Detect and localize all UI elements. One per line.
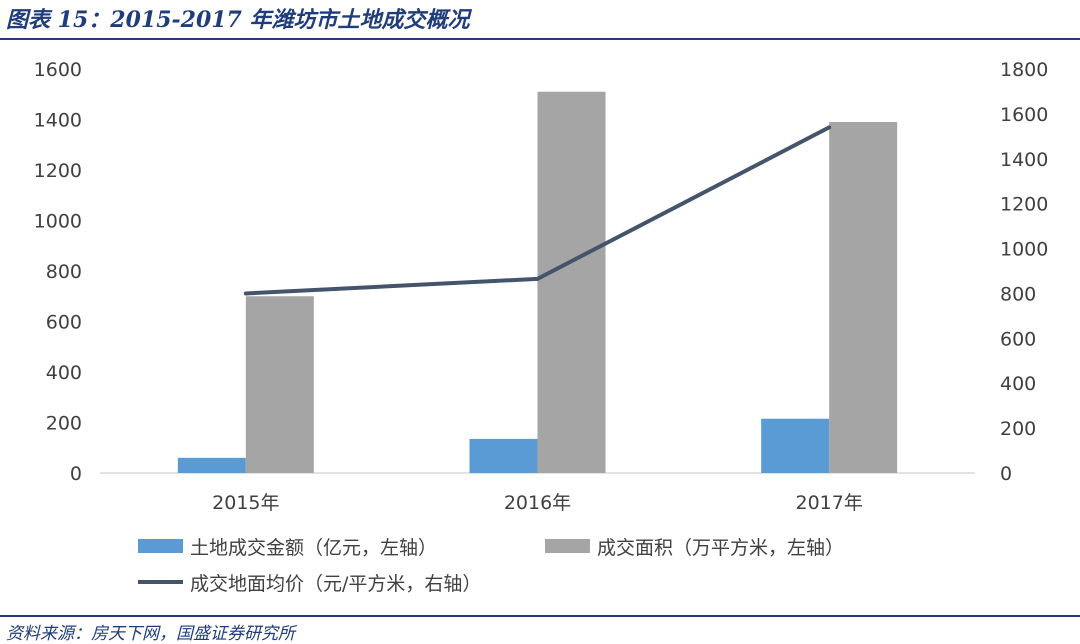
bar-transaction-area bbox=[245, 296, 314, 473]
y-left-tick-label: 1000 bbox=[34, 211, 82, 233]
y-right-tick-label: 400 bbox=[1000, 373, 1036, 395]
y-right-tick-label: 1400 bbox=[1000, 149, 1048, 171]
y-right-tick-label: 1000 bbox=[1000, 239, 1048, 261]
title-bar: 图表 15：2015-2017 年潍坊市土地成交概况 bbox=[0, 0, 1080, 40]
line-avg-price-point bbox=[827, 125, 832, 130]
title-divider bbox=[0, 38, 1080, 40]
y-right-tick-label: 200 bbox=[1000, 418, 1036, 440]
source-note: 资料来源：房天下网，国盛证券研究所 bbox=[6, 624, 295, 644]
bar-land-amount bbox=[469, 438, 538, 473]
y-left-tick-label: 200 bbox=[46, 413, 82, 435]
legend-label-avg-price: 成交地面均价（元/平方米，右轴） bbox=[190, 573, 481, 595]
y-right-tick-label: 1200 bbox=[1000, 194, 1048, 216]
bar-land-amount bbox=[177, 457, 246, 473]
legend-label-land-amount: 土地成交金额（亿元，左轴） bbox=[190, 537, 437, 559]
legend-swatch-land-amount bbox=[138, 539, 183, 553]
y-left-tick-label: 1200 bbox=[34, 160, 82, 182]
line-avg-price-point bbox=[535, 276, 540, 281]
y-left-tick-label: 1600 bbox=[34, 59, 82, 81]
bar-transaction-area bbox=[829, 122, 898, 474]
y-left-tick-label: 600 bbox=[46, 312, 82, 334]
y-left-tick-label: 1400 bbox=[34, 110, 82, 132]
x-tick-label: 2016年 bbox=[504, 492, 571, 514]
bar-land-amount bbox=[761, 418, 830, 473]
y-left-tick-label: 0 bbox=[70, 463, 82, 485]
chart: 0 200 400 600 800 1000 1200 1400 1600 0 200 400 600 8… bbox=[34, 59, 1049, 595]
y-left-tick-label: 400 bbox=[46, 362, 82, 384]
bar-transaction-area bbox=[537, 91, 606, 473]
x-tick-label: 2017年 bbox=[795, 492, 862, 514]
y-right-tick-label: 0 bbox=[1000, 463, 1012, 485]
y-left-tick-label: 800 bbox=[46, 261, 82, 283]
x-tick-label: 2015年 bbox=[212, 492, 279, 514]
y-right-tick-label: 800 bbox=[1000, 283, 1036, 305]
source-divider bbox=[0, 615, 1080, 617]
line-avg-price-point bbox=[243, 291, 248, 296]
y-right-tick-label: 1800 bbox=[1000, 59, 1048, 81]
legend-swatch-transaction-area bbox=[545, 539, 590, 553]
y-right-tick-label: 1600 bbox=[1000, 104, 1048, 126]
legend-label-transaction-area: 成交面积（万平方米，左轴） bbox=[597, 537, 844, 559]
chart-title: 图表 15：2015-2017 年潍坊市土地成交概况 bbox=[6, 7, 470, 33]
y-right-tick-label: 600 bbox=[1000, 328, 1036, 350]
